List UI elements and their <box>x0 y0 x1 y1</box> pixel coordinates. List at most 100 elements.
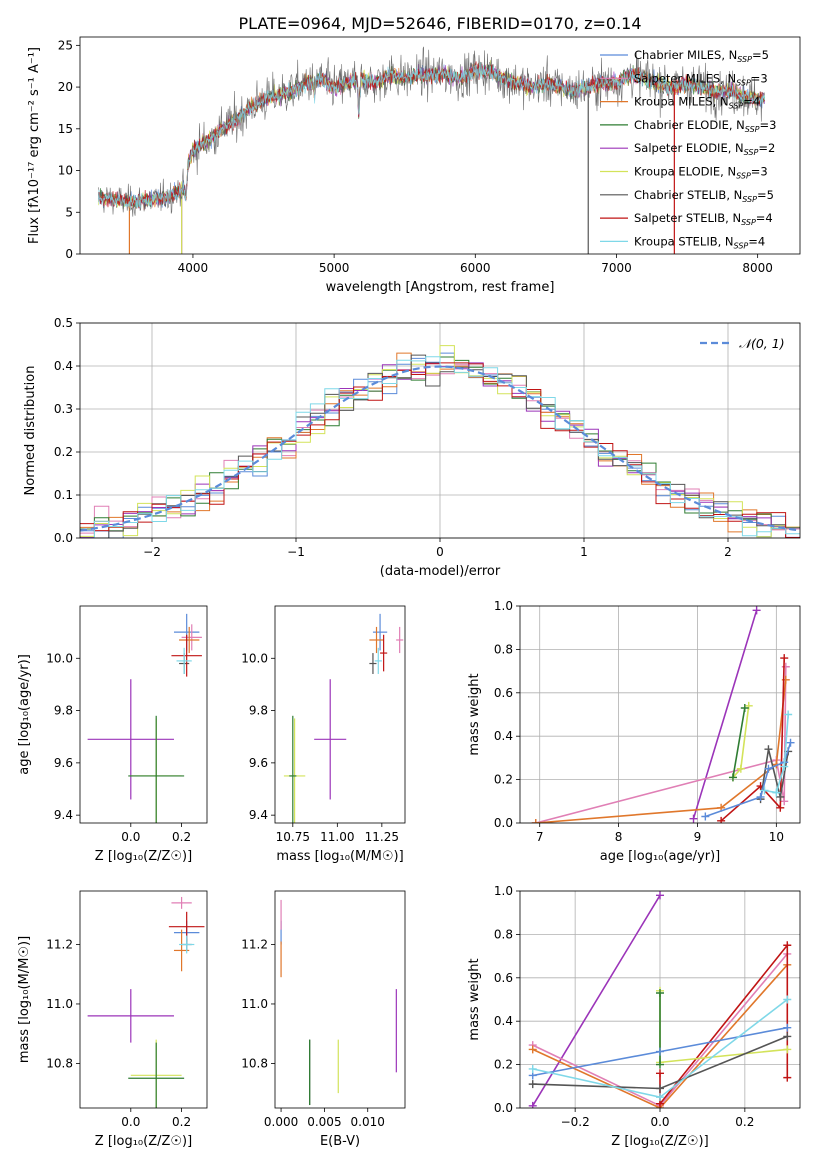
errorbar-point <box>181 624 202 651</box>
weight-marker <box>764 745 773 754</box>
y-tick-label: 0.2 <box>494 773 513 787</box>
x-tick-label: 11.00 <box>320 830 354 844</box>
errorbar-point <box>87 679 174 800</box>
x-tick-label: 0 <box>436 545 444 559</box>
plot-area <box>87 613 202 823</box>
weight-marker <box>776 803 785 812</box>
errorbar-point <box>171 634 202 677</box>
errorbar-point <box>128 1042 185 1108</box>
y-tick-label: 11.0 <box>46 997 73 1011</box>
y-tick-label: 0.4 <box>54 359 73 373</box>
y-tick-label: 9.8 <box>249 704 268 718</box>
y-tick-label: 0.5 <box>54 316 73 330</box>
gaussian-curve <box>80 365 800 532</box>
legend-entry: Kroupa STELIB, NSSP=4 <box>634 234 765 250</box>
weight-line <box>692 610 758 819</box>
x-tick-label: 0.2 <box>172 830 191 844</box>
x-axis-label: wavelength [Angstrom, rest frame] <box>326 280 555 295</box>
x-tick-label: 10.75 <box>276 830 310 844</box>
y-axis-label: Normed distribution <box>23 366 38 496</box>
x-tick-label: 0.0 <box>650 1115 669 1129</box>
x-tick-label: 8 <box>615 830 623 844</box>
panel-spectrum: 4000 5000 6000 7000 8000 0 5 10 15 20 25 wavelength… <box>27 36 801 295</box>
x-tick-label: 11.25 <box>365 830 399 844</box>
x-axis-label: Z [log₁₀(Z/Z☉)] <box>611 1134 708 1149</box>
legend-entry: Salpeter STELIB, NSSP=4 <box>634 211 773 227</box>
panel-residuals: −2 −1 0 1 2 0.0 0.1 0.2 0.3 0.4 0.5 (data-model)/er… <box>23 316 801 579</box>
weight-marker <box>781 662 790 671</box>
errorbar-point <box>369 653 377 674</box>
plot-area <box>80 345 800 538</box>
errorbar-point <box>176 647 192 674</box>
weight-marker <box>528 1101 537 1108</box>
y-tick-label: 0.2 <box>54 445 73 459</box>
panel-age-vs-mass: 10.75 11.00 11.25 9.4 9.6 9.8 10.0 mass [log₁₀(… <box>241 605 406 864</box>
x-tick-label: 6000 <box>460 261 491 275</box>
x-tick-label: 7 <box>536 830 544 844</box>
legend-entry: 𝒩(0, 1) <box>739 336 785 351</box>
weight-marker <box>740 703 749 712</box>
weight-line <box>535 679 787 823</box>
weight-marker <box>786 738 795 747</box>
y-tick-label: 10 <box>58 164 73 178</box>
axes-frame <box>79 890 208 1109</box>
y-tick-label: 11.2 <box>46 938 73 952</box>
legend: Chabrier MILES, NSSP=5 Salpeter MILES, NS… <box>600 48 776 250</box>
weight-marker <box>689 814 698 823</box>
errorbar-point <box>372 613 388 651</box>
y-tick-label: 9.6 <box>54 756 73 770</box>
axes-frame <box>519 890 801 1109</box>
weight-marker <box>656 1060 664 1069</box>
y-tick-label: 10.8 <box>241 1056 268 1070</box>
weight-marker <box>528 1080 537 1089</box>
y-tick-label: 5 <box>65 205 73 219</box>
weight-marker <box>783 995 792 1004</box>
spectrum-line <box>98 62 766 209</box>
x-tick-label: 7000 <box>601 261 632 275</box>
y-tick-label: 20 <box>58 80 73 94</box>
x-axis-label: mass [log₁₀(M/M☉)] <box>276 849 403 864</box>
y-tick-label: 10.0 <box>46 651 73 665</box>
y-tick-label: 11.2 <box>241 938 268 952</box>
x-tick-label: 10 <box>769 830 784 844</box>
legend-entry: Kroupa ELODIE, NSSP=3 <box>634 165 768 181</box>
x-axis-label: E(B-V) <box>320 1134 360 1149</box>
panel-weight-vs-age: 7 8 9 10 0.0 0.2 0.4 0.6 0.8 1.0 age [log₁₀(age/yr… <box>467 599 801 864</box>
weight-marker <box>656 1069 664 1078</box>
weight-line <box>659 990 788 1064</box>
x-tick-label: 1 <box>580 545 588 559</box>
plot-area <box>531 606 795 823</box>
y-tick-label: 0.0 <box>494 816 513 830</box>
weight-marker <box>756 792 765 801</box>
weight-marker <box>531 819 540 823</box>
y-tick-label: 25 <box>58 38 73 52</box>
weight-marker <box>780 762 789 771</box>
x-tick-label: 0.000 <box>264 1115 298 1129</box>
x-tick-label: 0.0 <box>121 1115 140 1129</box>
errorbar-point <box>289 715 297 823</box>
errorbar-point <box>374 647 382 674</box>
x-tick-label: 0.005 <box>307 1115 341 1129</box>
y-tick-label: 0.8 <box>494 927 513 941</box>
weight-marker <box>656 1084 664 1093</box>
axes-frame <box>519 605 801 824</box>
y-tick-label: 9.6 <box>249 756 268 770</box>
y-axis-label: mass weight <box>467 673 482 755</box>
y-tick-label: 10.0 <box>241 651 268 665</box>
y-axis-label: Flux [fλ10⁻¹⁷ erg cm⁻² s⁻¹ A⁻¹] <box>27 47 42 244</box>
histogram-series <box>80 354 800 538</box>
panel-age-vs-Z: 0.0 0.2 9.4 9.6 9.8 10.0 Z [log₁₀(Z/Z☉)] age [l… <box>17 605 208 864</box>
y-tick-label: 0.2 <box>494 1058 513 1072</box>
x-tick-label: 5000 <box>319 261 350 275</box>
y-axis-label: age [log₁₀(age/yr)] <box>17 654 32 775</box>
weight-marker <box>783 1032 792 1041</box>
errorbar-point <box>396 626 404 654</box>
weight-marker <box>656 988 664 997</box>
x-axis-label: (data-model)/error <box>380 564 501 579</box>
weight-line <box>535 666 787 823</box>
x-tick-label: 0.010 <box>351 1115 385 1129</box>
errorbar-point <box>314 679 347 800</box>
x-tick-label: 8000 <box>742 261 773 275</box>
x-axis-label: Z [log₁₀(Z/Z☉)] <box>95 1134 192 1149</box>
